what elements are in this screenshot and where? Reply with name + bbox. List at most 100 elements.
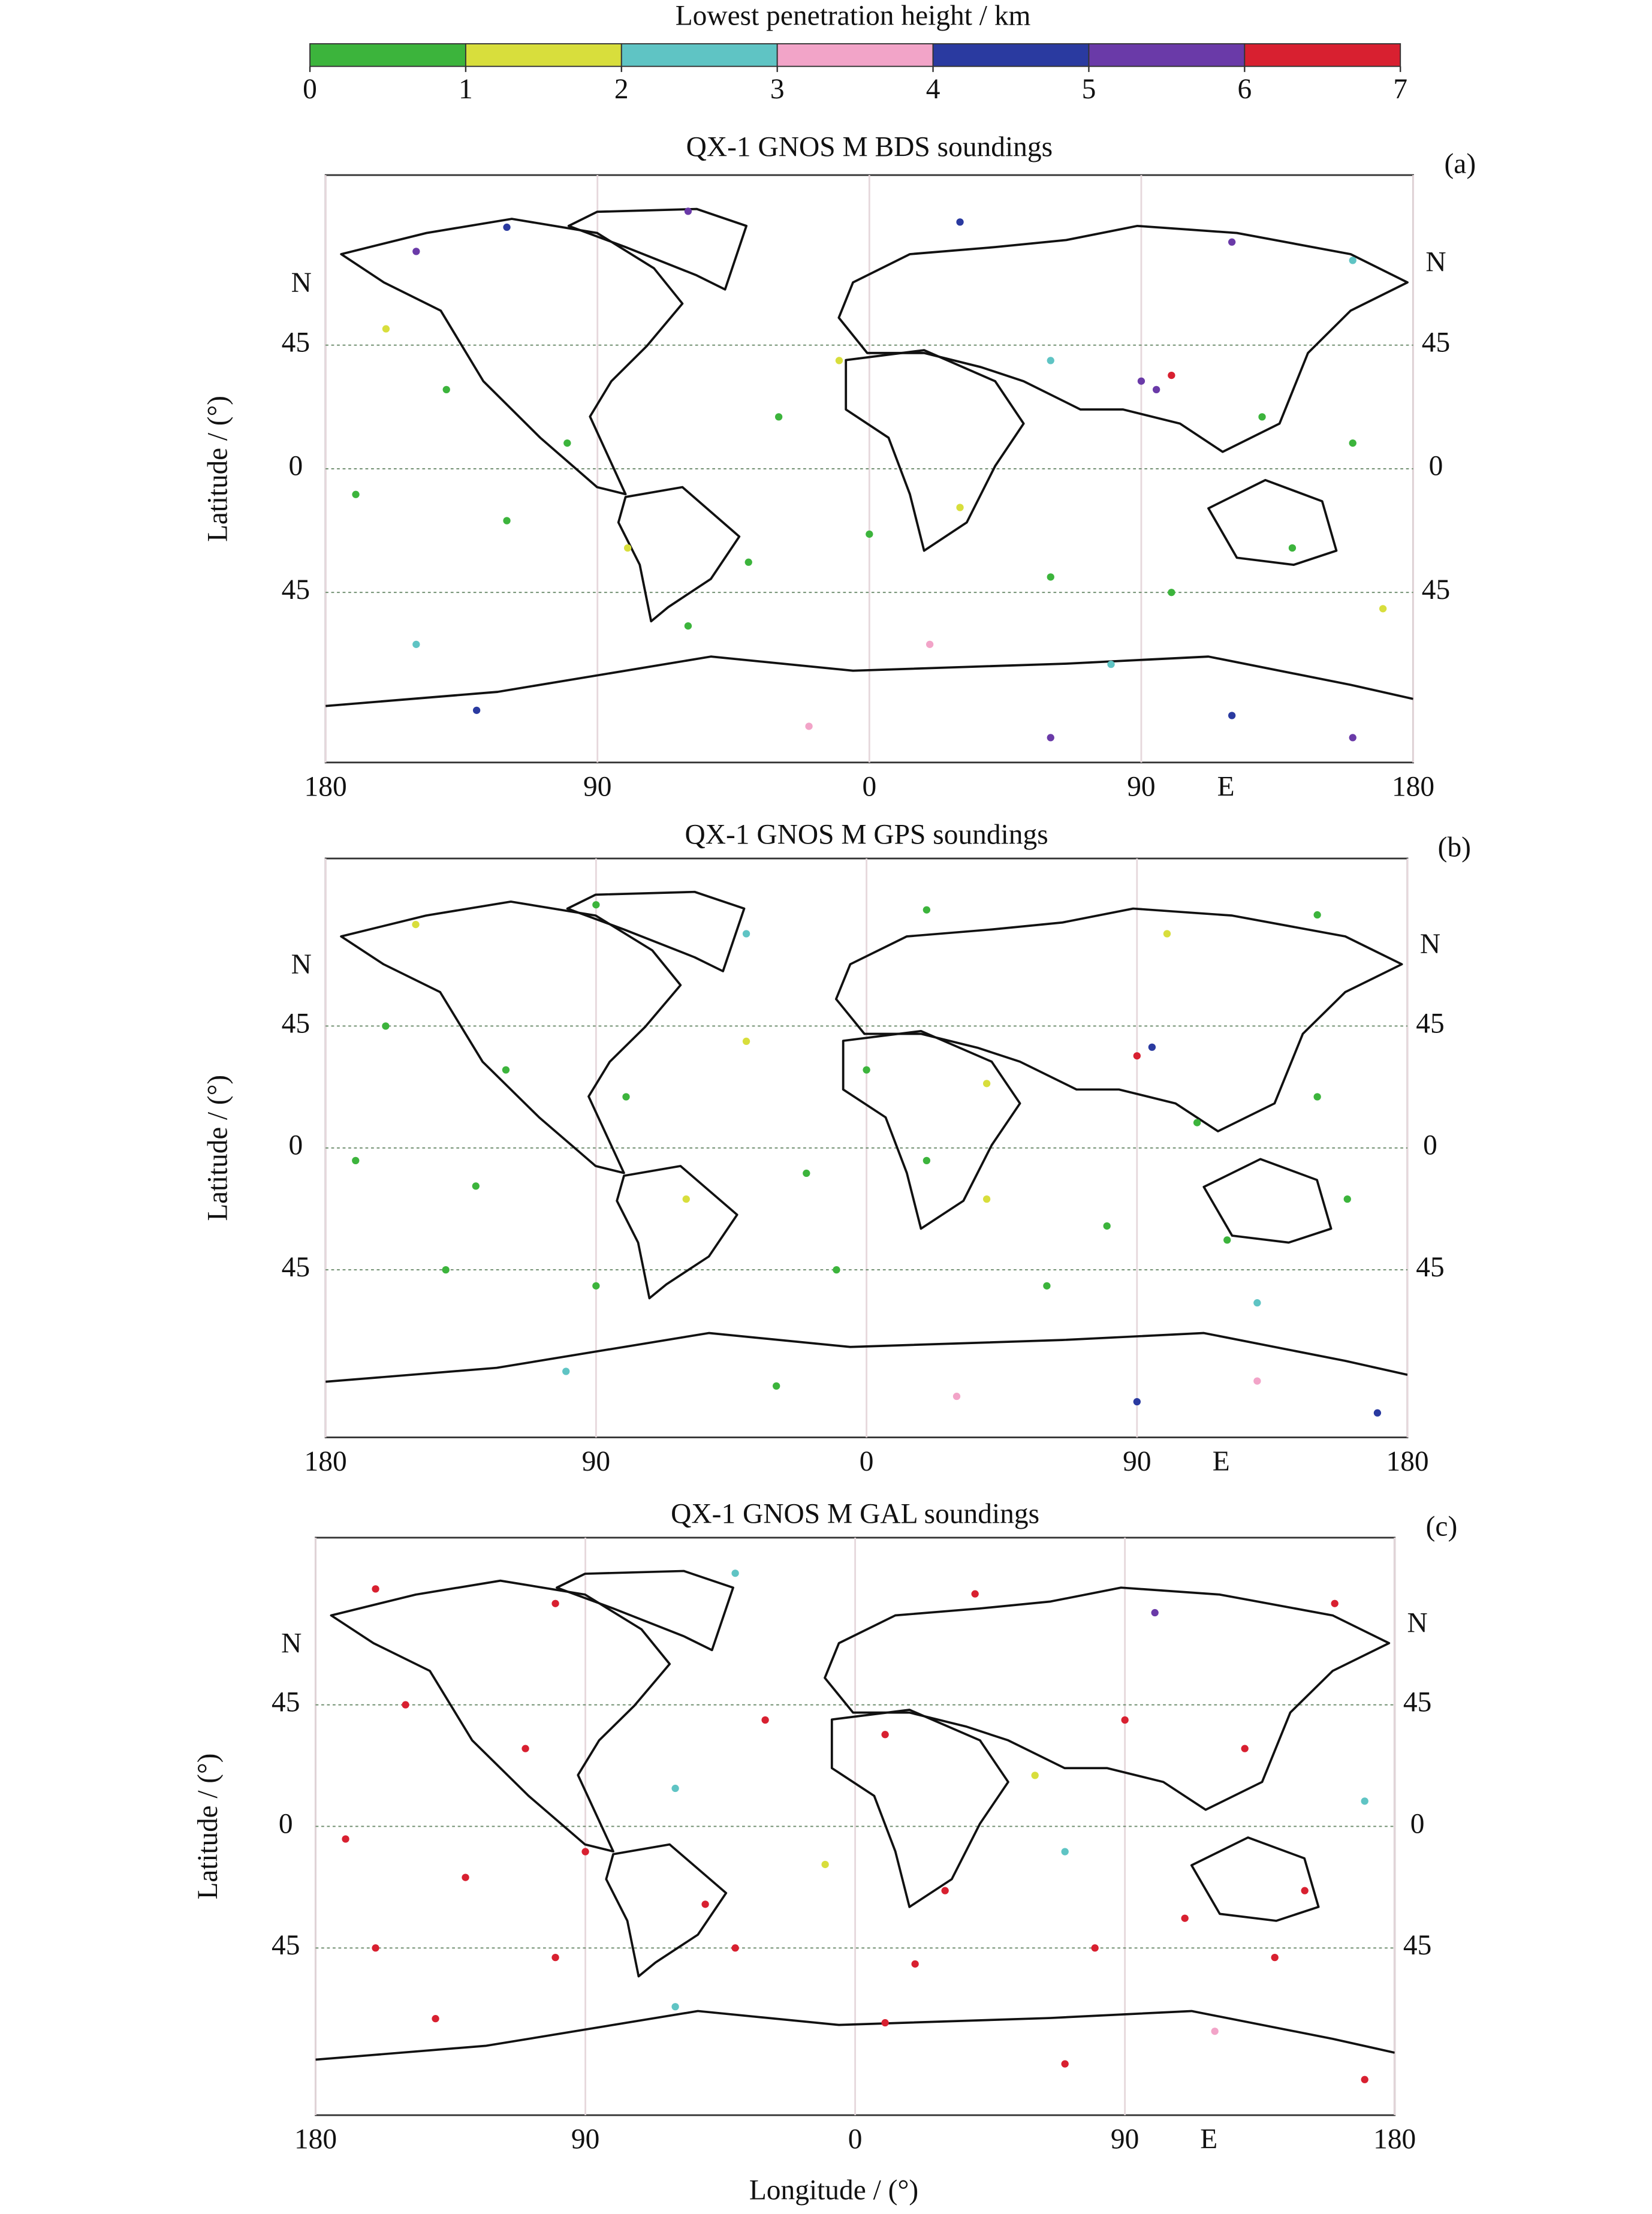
panel-label: (a) (1444, 149, 1476, 180)
sounding-point (622, 1093, 630, 1101)
sounding-point (1361, 1797, 1368, 1805)
sounding-point (805, 722, 813, 730)
sounding-point (1133, 1052, 1141, 1060)
colorbar-tick-label: 3 (770, 74, 785, 105)
north-label-right: N (1420, 929, 1440, 960)
x-tick-label: 0 (862, 772, 876, 803)
sounding-point (472, 706, 481, 714)
sounding-point (881, 1731, 889, 1739)
east-label: E (1200, 2124, 1217, 2155)
sounding-point (412, 248, 420, 255)
sounding-point (1343, 1195, 1351, 1203)
sounding-point (1133, 1397, 1141, 1406)
x-tick-label: 90 (1123, 1446, 1151, 1477)
sounding-point (1349, 257, 1356, 264)
sounding-point (926, 640, 934, 648)
sounding-point (372, 1585, 379, 1593)
north-label: N (291, 949, 312, 980)
sounding-point (1152, 385, 1160, 393)
sounding-point (503, 517, 511, 525)
sounding-point (1181, 1914, 1189, 1922)
sounding-point (563, 439, 571, 447)
sounding-point (1349, 439, 1356, 447)
sounding-point (881, 2019, 889, 2027)
y-tick-label-right: 45 (1416, 1008, 1444, 1039)
sounding-point (1163, 930, 1171, 938)
x-tick-label: 180 (1392, 772, 1434, 803)
y-tick-label-right: 0 (1429, 451, 1443, 482)
sounding-point (742, 930, 750, 938)
sounding-point (1193, 1119, 1201, 1126)
y-tick-label: 45 (272, 1687, 300, 1718)
colorbar-segment (465, 43, 622, 67)
east-label: E (1213, 1446, 1230, 1477)
colorbar-tick-label: 0 (303, 74, 317, 105)
sounding-point (773, 1382, 780, 1390)
y-tick-label-right: 45 (1422, 327, 1450, 359)
sounding-point (923, 906, 931, 914)
sounding-point (402, 1701, 409, 1709)
colorbar-title: Lowest penetration height / km (676, 1, 1031, 32)
sounding-point (1061, 2060, 1069, 2068)
sounding-point (1258, 413, 1266, 421)
sounding-point (581, 1848, 589, 1855)
sounding-point (803, 1169, 810, 1177)
y-tick-label-right: 45 (1416, 1252, 1444, 1283)
sounding-point (1241, 1745, 1249, 1752)
sounding-point (502, 1066, 510, 1074)
sounding-point (462, 1873, 469, 1881)
y-tick-label: 45 (282, 574, 310, 606)
north-label: N (291, 267, 312, 299)
sounding-point (1253, 1299, 1261, 1307)
colorbar-segment (1244, 43, 1401, 67)
x-tick-label: 180 (294, 2124, 337, 2155)
east-label: E (1217, 772, 1235, 803)
sounding-point (1301, 1887, 1309, 1894)
sounding-point (1223, 1236, 1231, 1244)
sounding-point (701, 1900, 709, 1908)
sounding-point (1103, 1222, 1111, 1230)
sounding-point (761, 1716, 769, 1724)
panel-title: QX-1 GNOS M GPS soundings (685, 820, 1048, 851)
sounding-point (671, 2003, 679, 2011)
y-tick-label-right: 45 (1403, 1687, 1431, 1718)
y-tick-label: 45 (282, 1008, 310, 1039)
sounding-point (1349, 734, 1356, 742)
sounding-point (592, 1282, 600, 1290)
sounding-point (412, 920, 420, 929)
sounding-point (1361, 2076, 1368, 2083)
x-tick-label: 90 (1127, 772, 1155, 803)
sounding-point (412, 640, 420, 648)
sounding-point (382, 1022, 390, 1030)
x-tick-label: 90 (571, 2124, 599, 2155)
x-tick-label: 90 (583, 772, 611, 803)
sounding-point (982, 1080, 991, 1088)
sounding-point (742, 1037, 750, 1046)
y-axis-label: Latitude / (°) (202, 396, 233, 542)
sounding-point (1253, 1377, 1261, 1385)
sounding-point (1168, 589, 1175, 597)
sounding-point (744, 558, 752, 566)
sounding-point (1331, 1599, 1339, 1607)
sounding-point (472, 1182, 480, 1190)
colorbar-tick-label: 7 (1393, 74, 1407, 105)
sounding-point (1091, 1944, 1099, 1952)
sounding-point (1271, 1953, 1279, 1962)
colorbar-segment (1088, 43, 1246, 67)
sounding-point (503, 223, 511, 231)
colorbar-segment (776, 43, 934, 67)
sounding-point (1121, 1716, 1129, 1724)
sounding-point (1148, 1043, 1156, 1051)
north-label: N (281, 1628, 302, 1659)
sounding-point (731, 1944, 739, 1952)
x-tick-label: 180 (1386, 1446, 1428, 1477)
sounding-point (382, 325, 390, 333)
y-tick-label: 0 (279, 1808, 293, 1839)
sounding-point (1047, 573, 1054, 581)
x-axis-label: Longitude / (°) (749, 2175, 918, 2206)
y-axis-label: Latitude / (°) (202, 1075, 233, 1221)
sounding-point (682, 1195, 690, 1203)
north-label-right: N (1425, 247, 1446, 278)
